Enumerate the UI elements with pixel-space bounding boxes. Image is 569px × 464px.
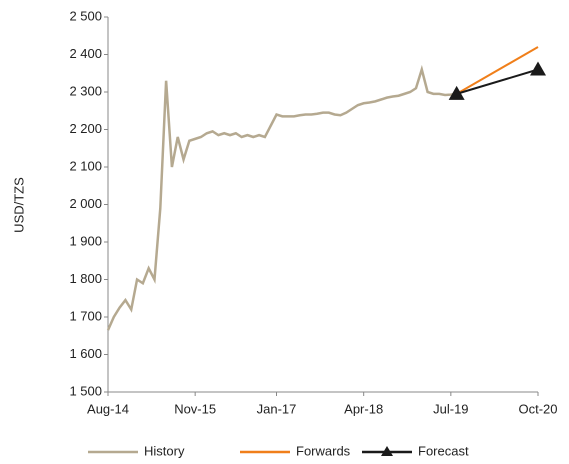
y-tick-label: 2 400 [69,46,102,61]
y-tick-label: 2 000 [69,196,102,211]
legend-label: History [144,443,185,458]
marker [530,61,546,76]
series-line [456,46,539,95]
x-tick-label: Jan-17 [257,401,297,416]
y-tick-label: 1 900 [69,233,102,248]
y-tick-label: 1 500 [69,383,102,398]
y-axis-label: USD/TZS [11,177,26,233]
y-tick-label: 1 800 [69,271,102,286]
y-tick-label: 2 100 [69,158,102,173]
y-tick-label: 2 200 [69,121,102,136]
series-line [456,68,539,95]
y-tick-label: 1 700 [69,308,102,323]
x-tick-label: Apr-18 [344,401,383,416]
x-tick-label: Aug-14 [87,401,129,416]
series-line [106,64,457,331]
y-tick-label: 2 500 [69,8,102,23]
y-tick-label: 1 600 [69,346,102,361]
x-tick-label: Jul-19 [433,401,468,416]
legend-marker [381,446,393,456]
legend-label: Forwards [296,443,351,458]
y-tick-label: 2 300 [69,83,102,98]
x-tick-label: Nov-15 [174,401,216,416]
legend-label: Forecast [418,443,469,458]
x-tick-label: Oct-20 [518,401,557,416]
marker [448,85,465,100]
